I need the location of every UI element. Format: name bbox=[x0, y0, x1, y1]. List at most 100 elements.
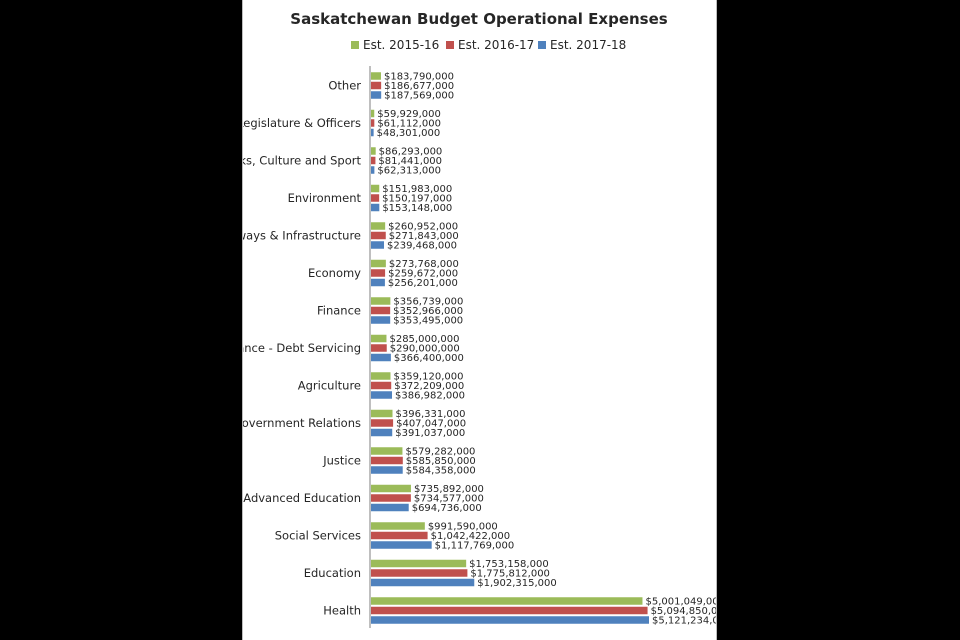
bar bbox=[371, 522, 425, 530]
legend-swatch bbox=[446, 41, 454, 49]
bar bbox=[371, 606, 648, 615]
data-label: $991,590,000 bbox=[428, 522, 498, 533]
data-label: $396,331,000 bbox=[396, 409, 466, 420]
data-label: $579,282,000 bbox=[405, 447, 475, 458]
data-label: $186,677,000 bbox=[384, 81, 454, 92]
bar bbox=[371, 306, 391, 315]
legend-label: Est. 2016-17 bbox=[458, 38, 534, 52]
bar bbox=[371, 569, 468, 577]
bar bbox=[371, 456, 403, 465]
data-label: $150,197,000 bbox=[382, 194, 452, 205]
category-label: Parks, Culture and Sport bbox=[243, 154, 361, 168]
bar bbox=[371, 484, 411, 493]
bar bbox=[371, 409, 393, 418]
category-label: Finance - Debt Servicing bbox=[243, 341, 361, 355]
data-label: $1,753,158,000 bbox=[469, 559, 549, 570]
data-label: $273,768,000 bbox=[389, 259, 459, 270]
category-label: Government Relations bbox=[243, 416, 361, 430]
bar bbox=[371, 353, 391, 362]
data-label: $259,672,000 bbox=[388, 269, 458, 280]
data-label: $153,148,000 bbox=[382, 203, 452, 214]
plot-area: Other $183,790,000$186,677,000$187,569,00… bbox=[243, 66, 716, 628]
category-label: Other bbox=[328, 79, 361, 93]
category-label: Highways & Infrastructure bbox=[243, 229, 361, 243]
data-label: $183,790,000 bbox=[384, 72, 454, 83]
category-label: Advanced Education bbox=[243, 491, 361, 505]
bar bbox=[371, 156, 376, 165]
data-label: $1,042,422,000 bbox=[431, 531, 511, 542]
data-label: $151,983,000 bbox=[382, 184, 452, 195]
legend-label: Est. 2015-16 bbox=[363, 38, 439, 52]
data-label: $187,569,000 bbox=[384, 91, 454, 102]
data-label: $584,358,000 bbox=[406, 466, 476, 477]
data-label: $386,982,000 bbox=[395, 391, 465, 402]
data-label: $391,037,000 bbox=[395, 428, 465, 439]
bar bbox=[371, 559, 467, 568]
bar bbox=[371, 72, 381, 80]
bar bbox=[371, 81, 382, 90]
bar bbox=[371, 334, 387, 343]
data-label: $256,201,000 bbox=[388, 278, 458, 289]
data-label: $5,094,850,000 bbox=[651, 606, 716, 617]
bar bbox=[371, 391, 393, 399]
bar bbox=[371, 616, 649, 624]
data-label: $5,001,049,000 bbox=[645, 597, 716, 608]
data-label: $1,117,769,000 bbox=[435, 541, 515, 552]
data-label: $356,739,000 bbox=[393, 297, 463, 308]
data-label: $239,468,000 bbox=[387, 241, 457, 252]
data-label: $86,293,000 bbox=[379, 147, 443, 158]
category-label: Finance bbox=[317, 304, 361, 318]
legend: Est. 2015-16 Est. 2016-17 Est. 2017-18 bbox=[351, 38, 626, 52]
data-label: $366,400,000 bbox=[394, 353, 464, 364]
bar bbox=[371, 278, 385, 287]
bar bbox=[371, 222, 386, 230]
bar bbox=[371, 269, 386, 277]
bar bbox=[371, 344, 387, 352]
chart-title: Saskatchewan Budget Operational Expenses bbox=[290, 10, 667, 28]
category-label: Environment bbox=[288, 191, 362, 205]
bar bbox=[371, 147, 376, 155]
data-label: $81,441,000 bbox=[378, 156, 442, 167]
data-label: $5,121,234,000 bbox=[652, 616, 716, 627]
bar bbox=[371, 447, 403, 455]
bar bbox=[371, 231, 386, 240]
data-label: $61,112,000 bbox=[377, 119, 441, 130]
chart-panel: Saskatchewan Budget Operational Expenses… bbox=[242, 0, 717, 640]
bar bbox=[371, 91, 382, 99]
legend-swatch bbox=[538, 41, 546, 49]
data-label: $1,902,315,000 bbox=[477, 578, 557, 589]
data-label: $353,495,000 bbox=[393, 316, 463, 327]
bar bbox=[371, 203, 380, 212]
data-label: $1,775,812,000 bbox=[470, 569, 550, 580]
data-label: $734,577,000 bbox=[414, 494, 484, 505]
category-label: Justice bbox=[322, 454, 361, 468]
bar bbox=[371, 503, 409, 512]
bar bbox=[371, 316, 391, 324]
data-label: $62,313,000 bbox=[377, 166, 441, 177]
bar bbox=[371, 259, 386, 268]
category-label: Social Services bbox=[275, 529, 361, 543]
bar bbox=[371, 531, 428, 540]
category-label: Education bbox=[304, 566, 361, 580]
data-label: $407,047,000 bbox=[396, 419, 466, 430]
bar bbox=[371, 119, 375, 127]
bar bbox=[371, 372, 391, 380]
bar bbox=[371, 428, 393, 437]
legend-label: Est. 2017-18 bbox=[550, 38, 626, 52]
bar bbox=[371, 381, 392, 390]
bar bbox=[371, 541, 432, 549]
bar bbox=[371, 466, 403, 474]
category-label: Economy bbox=[308, 266, 361, 280]
bar bbox=[371, 184, 380, 193]
data-label: $59,929,000 bbox=[377, 109, 441, 120]
bar bbox=[371, 194, 380, 202]
chart: Saskatchewan Budget Operational Expenses… bbox=[243, 10, 716, 628]
bar bbox=[371, 128, 374, 137]
data-label: $290,000,000 bbox=[390, 344, 460, 355]
bar bbox=[371, 578, 475, 587]
bar bbox=[371, 597, 643, 605]
bar bbox=[371, 241, 384, 249]
bar bbox=[371, 419, 394, 427]
data-label: $372,209,000 bbox=[394, 381, 464, 392]
category-label: Health bbox=[323, 604, 361, 618]
